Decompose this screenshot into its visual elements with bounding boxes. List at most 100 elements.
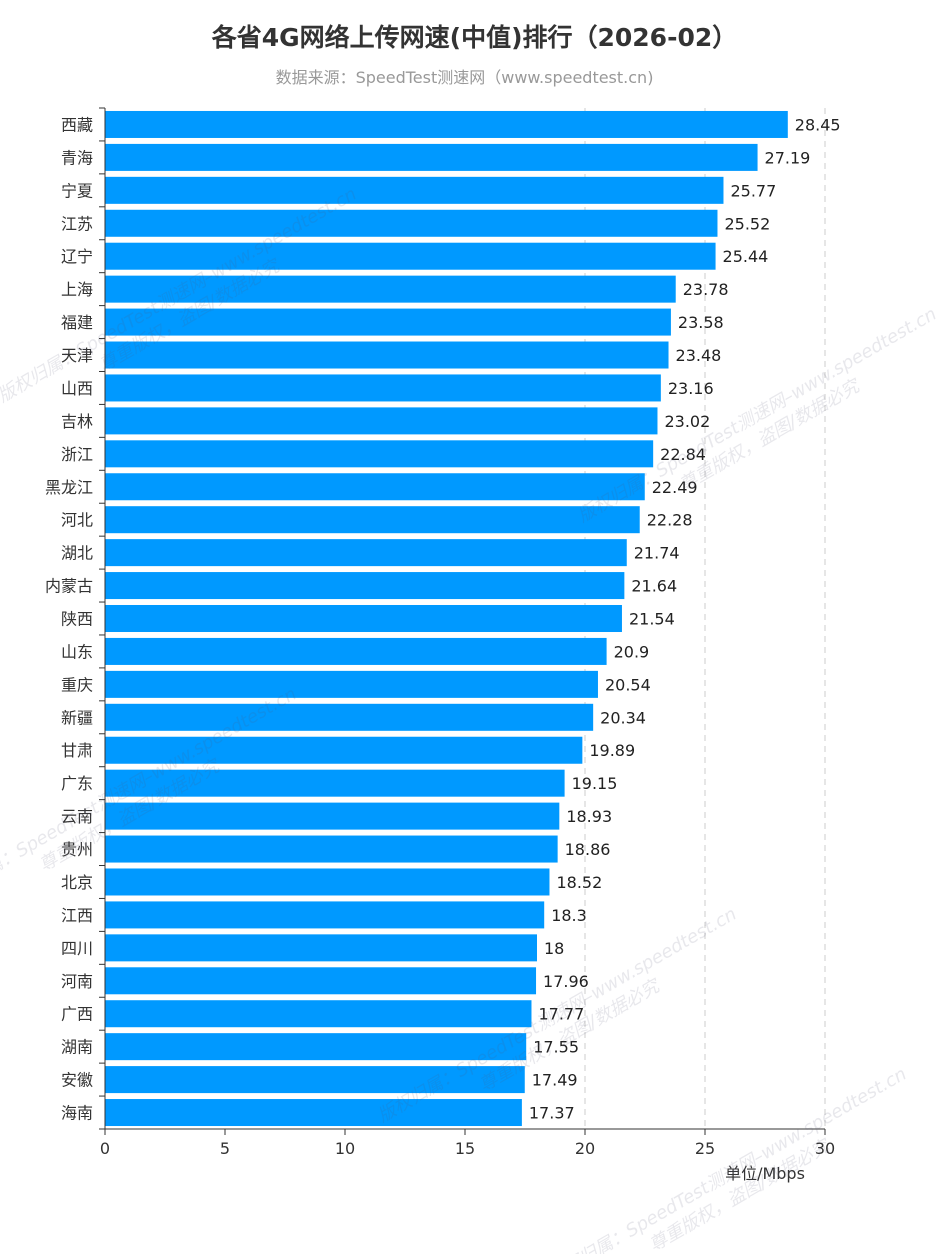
x-tick-label: 10 [335,1139,355,1158]
value-label: 21.54 [629,610,675,629]
value-label: 19.15 [572,774,618,793]
value-label: 21.64 [631,577,677,596]
value-label: 22.49 [652,478,698,497]
bar [105,868,550,896]
value-label: 20.34 [600,708,646,727]
category-label: 重庆 [61,675,93,694]
bar [105,539,627,567]
value-label: 23.02 [664,412,710,431]
category-label: 山东 [61,642,93,661]
bar [105,967,537,995]
bar [105,670,598,698]
category-label: 甘肃 [61,741,93,760]
bar [105,835,558,863]
x-axis-unit-label: 单位/Mbps [725,1164,805,1183]
category-label: 福建 [61,313,93,332]
value-label: 25.77 [730,181,776,200]
bar [105,374,661,402]
x-tick-label: 30 [815,1139,835,1158]
category-label: 内蒙古 [45,577,93,596]
watermark: 版权归属：SpeedTest测速网–www.speedtest.cn尊重版权，盗… [544,1064,910,1254]
value-label: 23.78 [683,280,729,299]
chart-title: 各省4G网络上传网速(中值)排行（2026-02） [211,23,738,52]
x-tick-label: 5 [220,1139,230,1158]
bar [105,901,545,929]
value-label: 27.19 [765,148,811,167]
bar [105,1066,525,1094]
category-label: 吉林 [61,412,93,431]
value-label: 22.84 [660,445,706,464]
value-label: 23.48 [676,346,722,365]
bar [105,506,640,534]
value-label: 25.44 [723,247,769,266]
bar [105,341,669,369]
category-label: 河南 [61,972,93,991]
bar [105,703,594,731]
category-label: 湖南 [61,1038,93,1057]
bar [105,769,565,797]
value-label: 18.3 [551,906,587,925]
value-label: 20.54 [605,675,651,694]
x-tick-label: 0 [100,1139,110,1158]
bar [105,440,654,468]
x-tick-label: 15 [455,1139,475,1158]
value-label: 18.52 [556,873,602,892]
bar [105,209,718,237]
value-label: 17.55 [533,1038,579,1057]
bar [105,176,724,204]
category-label: 广西 [61,1005,93,1024]
category-label: 青海 [61,148,93,167]
category-label: 宁夏 [61,181,93,200]
bar [105,802,560,830]
bar [105,736,583,764]
bar [105,572,625,600]
category-label: 黑龙江 [45,478,93,497]
bar [105,242,716,270]
x-tick-label: 20 [575,1139,595,1158]
bar [105,604,622,633]
category-label: 贵州 [61,840,93,859]
category-label: 广东 [61,774,93,793]
x-tick-label: 25 [695,1139,715,1158]
watermark-text: 版权归属：SpeedTest测速网–www.speedtest.cn [544,1064,910,1254]
category-label: 江西 [61,906,93,925]
category-label: 湖北 [61,544,93,563]
value-label: 17.77 [538,1005,584,1024]
bar [105,110,788,138]
category-label: 辽宁 [61,247,93,266]
value-label: 17.37 [529,1104,575,1123]
value-label: 19.89 [589,741,635,760]
value-label: 21.74 [634,544,680,563]
category-label: 陕西 [61,610,93,629]
category-label: 西藏 [61,115,93,134]
category-label: 北京 [61,873,93,892]
value-label: 18.93 [566,807,612,826]
value-label: 18 [544,939,564,958]
chart-subtitle: 数据来源：SpeedTest测速网（www.speedtest.cn) [275,68,654,87]
value-label: 23.16 [668,379,714,398]
category-label: 河北 [61,511,93,530]
category-label: 四川 [61,939,93,958]
bar [105,934,537,962]
value-label: 22.28 [647,511,693,530]
category-label: 山西 [61,379,93,398]
bar [105,407,658,435]
value-label: 25.52 [724,214,770,233]
value-label: 28.45 [795,115,841,134]
category-label: 云南 [61,807,93,826]
bar [105,275,676,303]
value-label: 17.96 [543,972,589,991]
category-label: 新疆 [61,708,93,727]
category-label: 上海 [61,280,93,299]
bar [105,1000,532,1028]
category-label: 天津 [61,346,93,365]
bar [105,1033,527,1061]
value-label: 20.9 [614,642,650,661]
category-label: 海南 [61,1104,93,1123]
bar [105,473,645,501]
value-label: 17.49 [532,1071,578,1090]
category-label: 安徽 [61,1071,93,1090]
category-label: 江苏 [61,214,93,233]
bar [105,143,758,171]
